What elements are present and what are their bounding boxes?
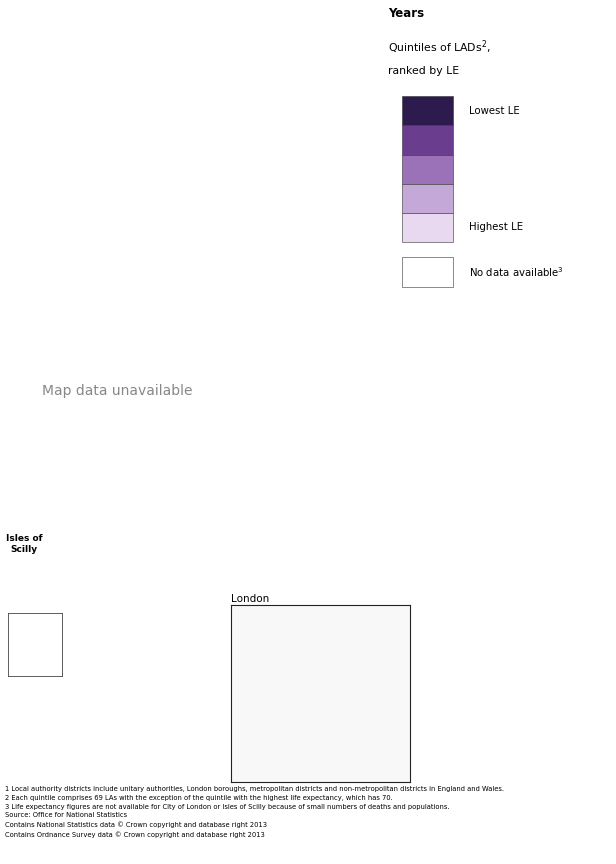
Text: ranked by LE: ranked by LE (388, 66, 459, 76)
FancyBboxPatch shape (402, 125, 453, 155)
Text: Lowest LE: Lowest LE (469, 106, 520, 116)
Text: Quintiles of LADs$^2$,: Quintiles of LADs$^2$, (388, 38, 491, 55)
FancyBboxPatch shape (402, 155, 453, 184)
Text: Highest LE: Highest LE (469, 222, 523, 232)
Text: 1 Local authority districts include unitary authorities, London boroughs, metrop: 1 Local authority districts include unit… (5, 786, 504, 838)
FancyBboxPatch shape (402, 213, 453, 242)
Text: Map data unavailable: Map data unavailable (42, 384, 193, 398)
Text: Years: Years (388, 8, 424, 21)
Text: London: London (231, 594, 269, 604)
FancyBboxPatch shape (402, 184, 453, 213)
FancyBboxPatch shape (402, 257, 453, 287)
FancyBboxPatch shape (402, 97, 453, 125)
Text: No data available$^{3}$: No data available$^{3}$ (469, 265, 564, 279)
Text: Isles of
Scilly: Isles of Scilly (6, 535, 43, 554)
